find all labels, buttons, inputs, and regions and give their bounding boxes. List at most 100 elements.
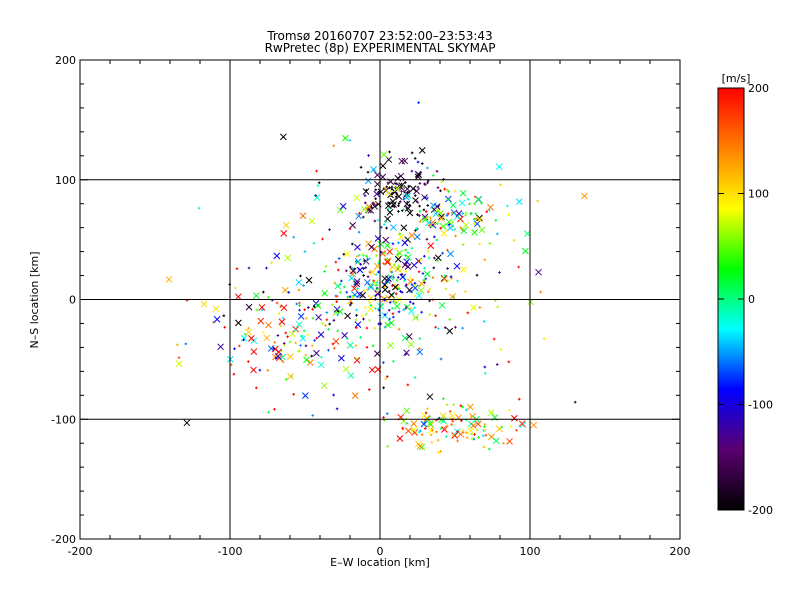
data-point [467, 427, 475, 435]
data-point [348, 303, 352, 307]
data-point [375, 291, 379, 294]
data-point [364, 177, 372, 185]
data-point [375, 288, 379, 291]
data-point [320, 355, 323, 359]
data-point [373, 326, 376, 330]
data-point [392, 315, 395, 319]
data-point [311, 316, 315, 320]
data-point [418, 347, 421, 351]
data-point [374, 284, 378, 287]
data-point [384, 258, 391, 266]
data-point [413, 376, 417, 379]
data-point [403, 349, 410, 357]
data-point [459, 189, 467, 197]
data-point [404, 306, 408, 310]
data-point [461, 405, 464, 409]
data-point [488, 241, 492, 245]
data-point [377, 240, 385, 248]
data-point [321, 382, 328, 390]
data-point [411, 278, 414, 282]
data-point [355, 212, 363, 220]
data-point [345, 269, 348, 273]
data-point [417, 270, 421, 274]
colorbar-label: [m/s] [722, 72, 751, 85]
data-point [267, 410, 270, 414]
data-point [416, 442, 424, 450]
data-point [454, 325, 457, 329]
data-point [380, 151, 388, 158]
data-point [473, 433, 476, 436]
data-point [426, 393, 434, 401]
data-point [404, 204, 412, 212]
data-point [388, 202, 391, 205]
data-point [295, 302, 299, 306]
data-point [396, 276, 400, 279]
data-point [363, 306, 367, 309]
data-point [453, 227, 457, 231]
colorbar-tick-label: 100 [748, 188, 769, 201]
data-point [423, 254, 426, 258]
data-point [359, 336, 362, 339]
data-point [337, 257, 341, 260]
data-point [400, 190, 403, 193]
data-point [457, 215, 464, 223]
data-point [366, 275, 370, 278]
data-point [465, 431, 468, 435]
data-point [423, 270, 431, 278]
data-point [165, 276, 173, 283]
y-tick-label: 100 [55, 174, 76, 187]
data-point [456, 430, 459, 433]
data-point [446, 198, 450, 201]
data-point [413, 284, 416, 287]
data-point [419, 258, 423, 262]
data-point [408, 232, 416, 239]
data-point [443, 274, 447, 277]
data-point [384, 321, 392, 329]
data-point [482, 445, 486, 449]
data-point [248, 335, 255, 342]
data-point [393, 185, 401, 193]
data-point [367, 388, 371, 391]
data-point [265, 266, 268, 270]
data-point [324, 265, 328, 268]
data-point [391, 204, 394, 208]
data-point [314, 194, 318, 197]
data-point [272, 353, 279, 361]
data-point [333, 346, 336, 350]
data-point [436, 186, 440, 189]
data-point [418, 171, 422, 175]
data-point [281, 360, 285, 364]
data-point [396, 267, 399, 271]
data-point [399, 268, 403, 272]
data-point [331, 342, 335, 346]
x-tick-label: 200 [670, 545, 691, 558]
data-point [369, 304, 373, 307]
data-point [350, 285, 358, 292]
data-point [183, 419, 191, 427]
data-point [351, 242, 354, 246]
data-point [413, 306, 417, 309]
data-point [384, 257, 392, 265]
data-point [398, 232, 402, 236]
data-point [401, 334, 409, 342]
data-point [397, 202, 401, 205]
data-point [275, 301, 279, 305]
data-point [423, 196, 427, 199]
chart-title: Tromsø 20160707 23:52:00–23:53:43 [266, 29, 492, 43]
data-point [361, 252, 365, 256]
data-point [445, 424, 449, 428]
data-point [418, 146, 426, 154]
data-point [413, 187, 420, 195]
data-point [483, 258, 487, 262]
data-point [573, 400, 577, 404]
data-point [433, 203, 441, 211]
y-tick-label: -200 [51, 533, 76, 546]
data-point [273, 407, 276, 411]
data-point [304, 344, 308, 348]
data-point [344, 312, 351, 320]
data-point [315, 169, 318, 173]
data-point [384, 242, 391, 249]
data-point [449, 410, 452, 413]
data-point [454, 234, 457, 238]
data-point [292, 392, 295, 396]
